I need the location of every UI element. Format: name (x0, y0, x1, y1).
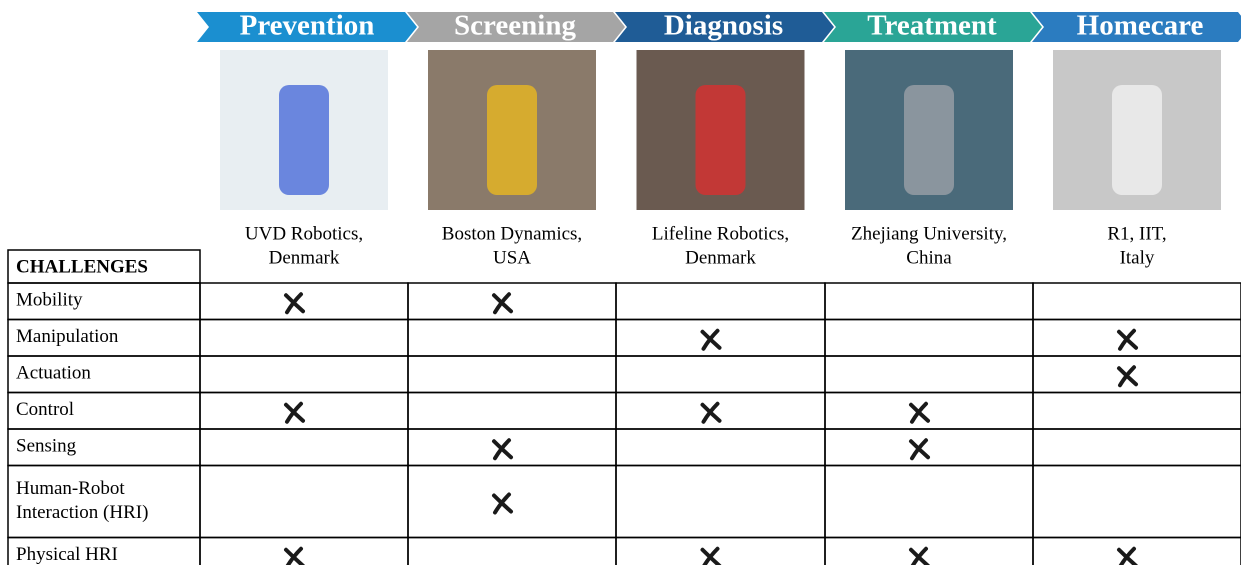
photo-robot (695, 85, 746, 195)
photo-robot (487, 85, 537, 195)
table-cell (824, 355, 1034, 394)
table-cell (824, 464, 1034, 539)
table-cell (407, 536, 617, 565)
stage-label: Screening (454, 10, 576, 42)
check-cross (1117, 328, 1138, 351)
check-cross (284, 401, 305, 424)
photo-caption: Italy (1120, 247, 1155, 268)
table-cell (1032, 318, 1241, 357)
row-label: Human-Robot (16, 478, 125, 499)
photo-caption: Zhejiang University, (851, 223, 1007, 244)
table-cell (199, 464, 409, 539)
photo-caption: UVD Robotics, (245, 223, 363, 244)
table-cell (199, 355, 409, 394)
row-label: Physical HRI (16, 544, 118, 565)
photo-caption: USA (493, 247, 531, 268)
table-cell (407, 355, 617, 394)
table-cell (615, 282, 826, 321)
table-cell (824, 318, 1034, 357)
check-cross (909, 546, 930, 565)
check-cross (700, 401, 722, 424)
table-cell (824, 282, 1034, 321)
stage-arrow (197, 12, 417, 42)
check-cross (492, 492, 513, 515)
table-cell (1032, 391, 1241, 430)
table-cell (407, 464, 617, 539)
table-cell (615, 428, 826, 467)
stage-arrow (615, 12, 834, 42)
check-cross (492, 438, 513, 461)
table-cell (824, 428, 1034, 467)
table-cell (615, 355, 826, 394)
row-label: Control (16, 399, 74, 420)
check-cross (700, 328, 722, 351)
table-cell (615, 536, 826, 565)
check-cross (1117, 546, 1138, 565)
row-label: Interaction (HRI) (16, 502, 148, 523)
check-cross (909, 438, 930, 461)
photo-caption: Denmark (269, 247, 340, 268)
row-label: Mobility (16, 290, 83, 311)
table-cell (199, 391, 409, 430)
table-cell (199, 318, 409, 357)
table-cell (1032, 464, 1241, 539)
stage-arrow (1032, 12, 1241, 42)
photo-robot (904, 85, 954, 195)
check-cross (1117, 365, 1138, 388)
photo-caption: Boston Dynamics, (442, 223, 582, 244)
table-cell (615, 318, 826, 357)
stage-label: Prevention (240, 10, 375, 42)
stage-label: Homecare (1077, 10, 1204, 42)
check-cross (909, 401, 930, 424)
table-cell (615, 464, 826, 539)
row-label: Manipulation (16, 326, 119, 347)
table-cell (1032, 536, 1241, 565)
photo-caption: China (906, 247, 952, 268)
stage-arrow (407, 12, 625, 42)
check-cross (700, 546, 722, 565)
stage-label: Diagnosis (664, 10, 783, 42)
table-cell (824, 391, 1034, 430)
row-label: Actuation (16, 363, 91, 384)
photo-robot (1112, 85, 1162, 195)
table-cell (407, 318, 617, 357)
stage-arrow (824, 12, 1042, 42)
stage-label: Treatment (867, 10, 997, 42)
check-cross (492, 292, 513, 315)
table-cell (407, 391, 617, 430)
check-cross (284, 292, 305, 315)
table-cell (199, 282, 409, 321)
table-cell (407, 282, 617, 321)
check-cross (284, 546, 305, 565)
table-cell (1032, 355, 1241, 394)
table-cell (1032, 428, 1241, 467)
table-cell (615, 391, 826, 430)
row-label: Sensing (16, 436, 77, 457)
photo-caption: Lifeline Robotics, (652, 223, 789, 244)
photo-caption: Denmark (685, 247, 756, 268)
table-cell (824, 536, 1034, 565)
table-cell (1032, 282, 1241, 321)
table-cell (199, 536, 409, 565)
table-cell (407, 428, 617, 467)
photo-caption: R1, IIT, (1107, 223, 1166, 244)
table-header: CHALLENGES (16, 256, 148, 277)
photo-robot (279, 85, 329, 195)
table-cell (199, 428, 409, 467)
